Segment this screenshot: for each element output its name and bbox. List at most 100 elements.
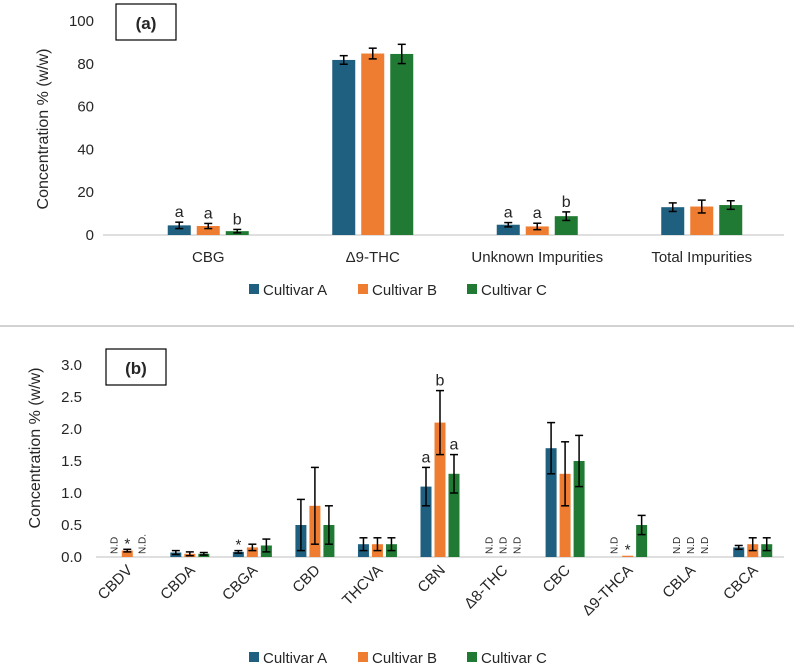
y-tick-label: 0 (86, 227, 94, 244)
bar (232, 551, 244, 557)
y-tick-label: 3.0 (61, 357, 82, 374)
panel-a-x-labels: CBG Δ9-THC Unknown Impurities Total Impurit… (192, 249, 752, 266)
legend-label-cultivar-c: Cultivar C (481, 282, 547, 299)
annotation: N.D (686, 537, 697, 554)
panel-a-y-axis-label: Concentration % (w/w) (35, 49, 52, 210)
bar (167, 225, 191, 235)
panel-b-x-labels: CBDV CBDA CBGA CBD THCVA CBN Δ8-THC CBC Δ9-THCA C… (95, 562, 762, 620)
legend-swatch-cultivar-c (467, 284, 477, 294)
x-tick-label: Δ9-THC (346, 249, 400, 266)
y-tick-label: 100 (69, 13, 94, 30)
y-tick-label: 0.0 (61, 549, 82, 566)
bar (525, 226, 549, 235)
annotation: b (562, 194, 571, 211)
bar (332, 59, 356, 236)
y-tick-label: 20 (77, 184, 94, 201)
x-tick-label: Δ9-THCA (579, 562, 636, 619)
x-tick-label: CBD (289, 562, 324, 597)
legend-label-cultivar-a: Cultivar A (263, 650, 327, 667)
bar (196, 226, 220, 235)
panel-b-label: (b) (125, 359, 147, 378)
annotation: N.D (499, 537, 510, 554)
legend-swatch-cultivar-c (467, 652, 477, 662)
bar (390, 53, 414, 236)
panel-a-bars: a a b a a b (167, 43, 743, 236)
annotation: a (450, 437, 459, 454)
annotation: N.D (513, 537, 524, 554)
x-tick-label: CBDA (157, 562, 198, 603)
bar (719, 205, 743, 235)
bar (554, 216, 578, 235)
bar (434, 422, 446, 557)
bar (690, 206, 714, 235)
x-tick-label: CBCA (720, 562, 761, 603)
panel-b-legend: Cultivar A Cultivar B Cultivar C (249, 650, 547, 667)
annotation: * (625, 542, 631, 559)
y-tick-label: 80 (77, 56, 94, 73)
y-tick-label: 40 (77, 141, 94, 158)
x-tick-label: THCVA (339, 562, 386, 609)
annotation: a (533, 205, 542, 222)
y-tick-label: 60 (77, 99, 94, 116)
y-tick-label: 1.5 (61, 453, 82, 470)
bar (545, 448, 557, 557)
x-tick-label: Δ8-THC (461, 562, 511, 612)
annotation: * (235, 537, 241, 554)
panel-b-y-ticks: 0.0 0.5 1.0 1.5 2.0 2.5 3.0 (61, 357, 82, 566)
annotation: N.D (672, 537, 683, 554)
bar (559, 473, 571, 557)
bar (121, 550, 133, 557)
panel-b-y-axis-label: Concentration % (w/w) (27, 368, 44, 529)
panel-b-label-box (105, 348, 167, 386)
y-tick-label: 1.0 (61, 485, 82, 502)
bar (496, 224, 520, 235)
legend-swatch-cultivar-a (249, 652, 259, 662)
panel-a-label-box (115, 3, 177, 41)
x-tick-label: Total Impurities (651, 249, 752, 266)
bar (573, 461, 585, 557)
annotation: b (233, 211, 242, 228)
annotation: N.D (109, 537, 120, 554)
annotation: a (204, 205, 213, 222)
x-tick-label: Unknown Impurities (471, 249, 603, 266)
annotation: a (422, 449, 431, 466)
annotation: N.D. (137, 534, 148, 554)
legend-swatch-cultivar-b (358, 284, 368, 294)
x-tick-label: CBDV (95, 562, 136, 603)
bar (622, 555, 634, 557)
bar (361, 53, 385, 235)
annotation: N.D (610, 537, 621, 554)
annotation: * (124, 535, 130, 552)
y-tick-label: 2.5 (61, 389, 82, 406)
bar (448, 473, 460, 557)
bar (636, 525, 648, 557)
annotation: a (504, 205, 513, 222)
bar (661, 207, 685, 235)
x-tick-label: CBGA (219, 562, 261, 604)
x-tick-label: CBN (414, 562, 448, 596)
panel-a-y-ticks: 0 20 40 60 80 100 (69, 13, 94, 244)
bar (420, 486, 432, 557)
panel-a-label: (a) (136, 14, 157, 33)
annotation: a (175, 204, 184, 221)
x-tick-label: CBLA (659, 562, 699, 602)
x-tick-label: CBG (192, 249, 225, 266)
annotation: b (436, 373, 445, 390)
legend-swatch-cultivar-b (358, 652, 368, 662)
legend-label-cultivar-a: Cultivar A (263, 282, 327, 299)
panel-a-legend: Cultivar A Cultivar B Cultivar C (249, 282, 547, 299)
annotation: N.D (485, 537, 496, 554)
legend-label-cultivar-b: Cultivar B (372, 650, 437, 667)
legend-label-cultivar-b: Cultivar B (372, 282, 437, 299)
y-tick-label: 0.5 (61, 517, 82, 534)
y-tick-label: 2.0 (61, 421, 82, 438)
bar (246, 547, 258, 557)
legend-label-cultivar-c: Cultivar C (481, 650, 547, 667)
bar (733, 547, 745, 557)
legend-swatch-cultivar-a (249, 284, 259, 294)
panel-a: (a) Concentration % (w/w) 0 20 40 60 80 100 C… (35, 3, 784, 299)
x-tick-label: CBC (540, 562, 575, 597)
panel-b: (b) Concentration % (w/w) 0.0 0.5 1.0 1.5 2.… (27, 348, 784, 667)
